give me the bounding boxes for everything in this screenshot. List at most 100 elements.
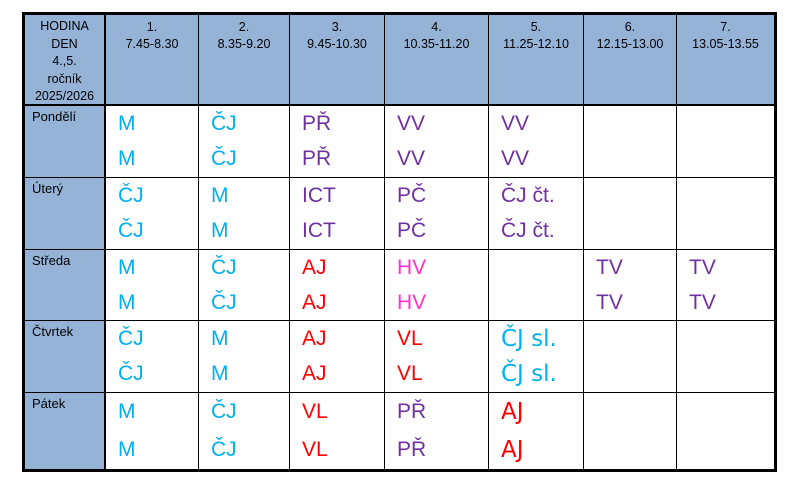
subject-line: VL (397, 362, 423, 386)
subject-line: VV (501, 147, 530, 171)
subject-line: ČJ (211, 400, 237, 423)
subject-line: HV (397, 255, 427, 279)
subject-cell: ICT ICT (290, 178, 385, 250)
subject-line: M (118, 438, 136, 461)
day-label-3: Středa (25, 250, 106, 321)
corner-line: HODINA (40, 19, 89, 33)
day-label-2: Úterý (25, 178, 106, 250)
subject-cell: TV TV (584, 250, 677, 321)
subject-cell: ČJ čt. ČJ čt. (489, 178, 584, 250)
column-header-1: 1. 7.45-8.30 (106, 15, 199, 106)
subject-line: TV (689, 290, 716, 314)
day-label-5: Pátek (25, 393, 106, 469)
subject-line: VL (302, 438, 328, 461)
corner-cell: HODINA DEN 4.,5. ročník 2025/2026 (25, 15, 106, 106)
subject-line: PČ (397, 183, 427, 207)
subject-cell (677, 321, 774, 393)
subject-line: ČJ (118, 326, 144, 350)
subject-cell (677, 106, 774, 178)
subject-line: AJ (302, 255, 327, 279)
lesson-time: 13.05-13.55 (692, 37, 759, 51)
subject-cell: PŘ PŘ (385, 393, 489, 469)
column-header-5: 5. 11.25-12.10 (489, 15, 584, 106)
subject-line: AJ (501, 437, 524, 463)
subject-line: M (118, 290, 136, 314)
subject-cell: AJ AJ (489, 393, 584, 469)
subject-line: ČJ čt. (501, 183, 555, 207)
lesson-time: 10.35-11.20 (403, 37, 470, 51)
subject-line: ČJ sl. (501, 361, 557, 388)
subject-line: VV (397, 147, 426, 171)
column-header-2: 2. 8.35-9.20 (199, 15, 290, 106)
lesson-number: 4. (431, 20, 442, 34)
lesson-time: 12.15-13.00 (596, 37, 664, 51)
subject-line: AJ (501, 399, 524, 425)
subject-line: VL (397, 326, 423, 350)
subject-cell (677, 393, 774, 469)
subject-line: PŘ (397, 438, 427, 461)
subject-cell: VV VV (385, 106, 489, 178)
subject-line: ČJ sl. (501, 325, 557, 352)
corner-line: DEN (51, 36, 78, 51)
subject-cell: HV HV (385, 250, 489, 321)
column-header-7: 7. 13.05-13.55 (677, 15, 774, 106)
subject-line: ČJ (211, 290, 237, 314)
subject-line: ČJ (118, 362, 144, 386)
subject-line: TV (596, 290, 623, 314)
day-label-4: Čtvrtek (25, 321, 106, 393)
subject-cell: TV TV (677, 250, 774, 321)
column-header-4: 4. 10.35-11.20 (385, 15, 489, 106)
subject-cell: VL VL (385, 321, 489, 393)
subject-cell (489, 250, 584, 321)
subject-line: ČJ (211, 255, 237, 279)
subject-line: PŘ (302, 111, 332, 135)
subject-cell (584, 321, 677, 393)
subject-cell: AJ AJ (290, 250, 385, 321)
corner-line: 4.,5. (52, 54, 77, 68)
subject-line: HV (397, 290, 427, 314)
subject-line: ICT (302, 183, 336, 207)
subject-cell: AJ AJ (290, 321, 385, 393)
subject-line: AJ (302, 362, 327, 386)
subject-line: PŘ (302, 147, 332, 171)
lesson-time: 9.45-10.30 (307, 37, 367, 51)
subject-line: AJ (302, 290, 327, 314)
subject-cell: PČ PČ (385, 178, 489, 250)
subject-cell (584, 393, 677, 469)
subject-line: M (118, 400, 136, 423)
subject-cell: ČJ sl. ČJ sl. (489, 321, 584, 393)
lesson-time: 7.45-8.30 (125, 37, 179, 51)
subject-line: AJ (302, 326, 327, 350)
subject-cell: PŘ PŘ (290, 106, 385, 178)
subject-line: ICT (302, 219, 336, 243)
subject-line: ČJ čt. (501, 219, 555, 243)
subject-line: TV (689, 255, 716, 279)
subject-cell: VV VV (489, 106, 584, 178)
day-label-1: Pondělí (25, 106, 106, 178)
subject-line: ČJ (118, 183, 144, 207)
column-header-3: 3. 9.45-10.30 (290, 15, 385, 106)
lesson-number: 5. (530, 20, 542, 34)
subject-line: ČJ (118, 219, 144, 243)
lesson-time: 11.25-12.10 (503, 37, 569, 51)
column-header-6: 6. 12.15-13.00 (584, 15, 677, 106)
subject-line: TV (596, 255, 623, 279)
subject-cell: ČJ ČJ (106, 178, 199, 250)
subject-line: M (211, 219, 229, 243)
lesson-number: 2. (238, 20, 250, 34)
lesson-number: 7. (720, 20, 731, 34)
subject-line: M (211, 183, 229, 207)
subject-cell (677, 178, 774, 250)
subject-line: ČJ (211, 438, 237, 461)
subject-cell (584, 106, 677, 178)
subject-line: PŘ (397, 400, 427, 423)
subject-line: M (118, 111, 136, 135)
corner-line: 2025/2026 (34, 89, 95, 103)
lesson-number: 1. (146, 20, 158, 34)
lesson-time: 8.35-9.20 (217, 37, 271, 51)
subject-cell: ČJ ČJ (199, 106, 290, 178)
